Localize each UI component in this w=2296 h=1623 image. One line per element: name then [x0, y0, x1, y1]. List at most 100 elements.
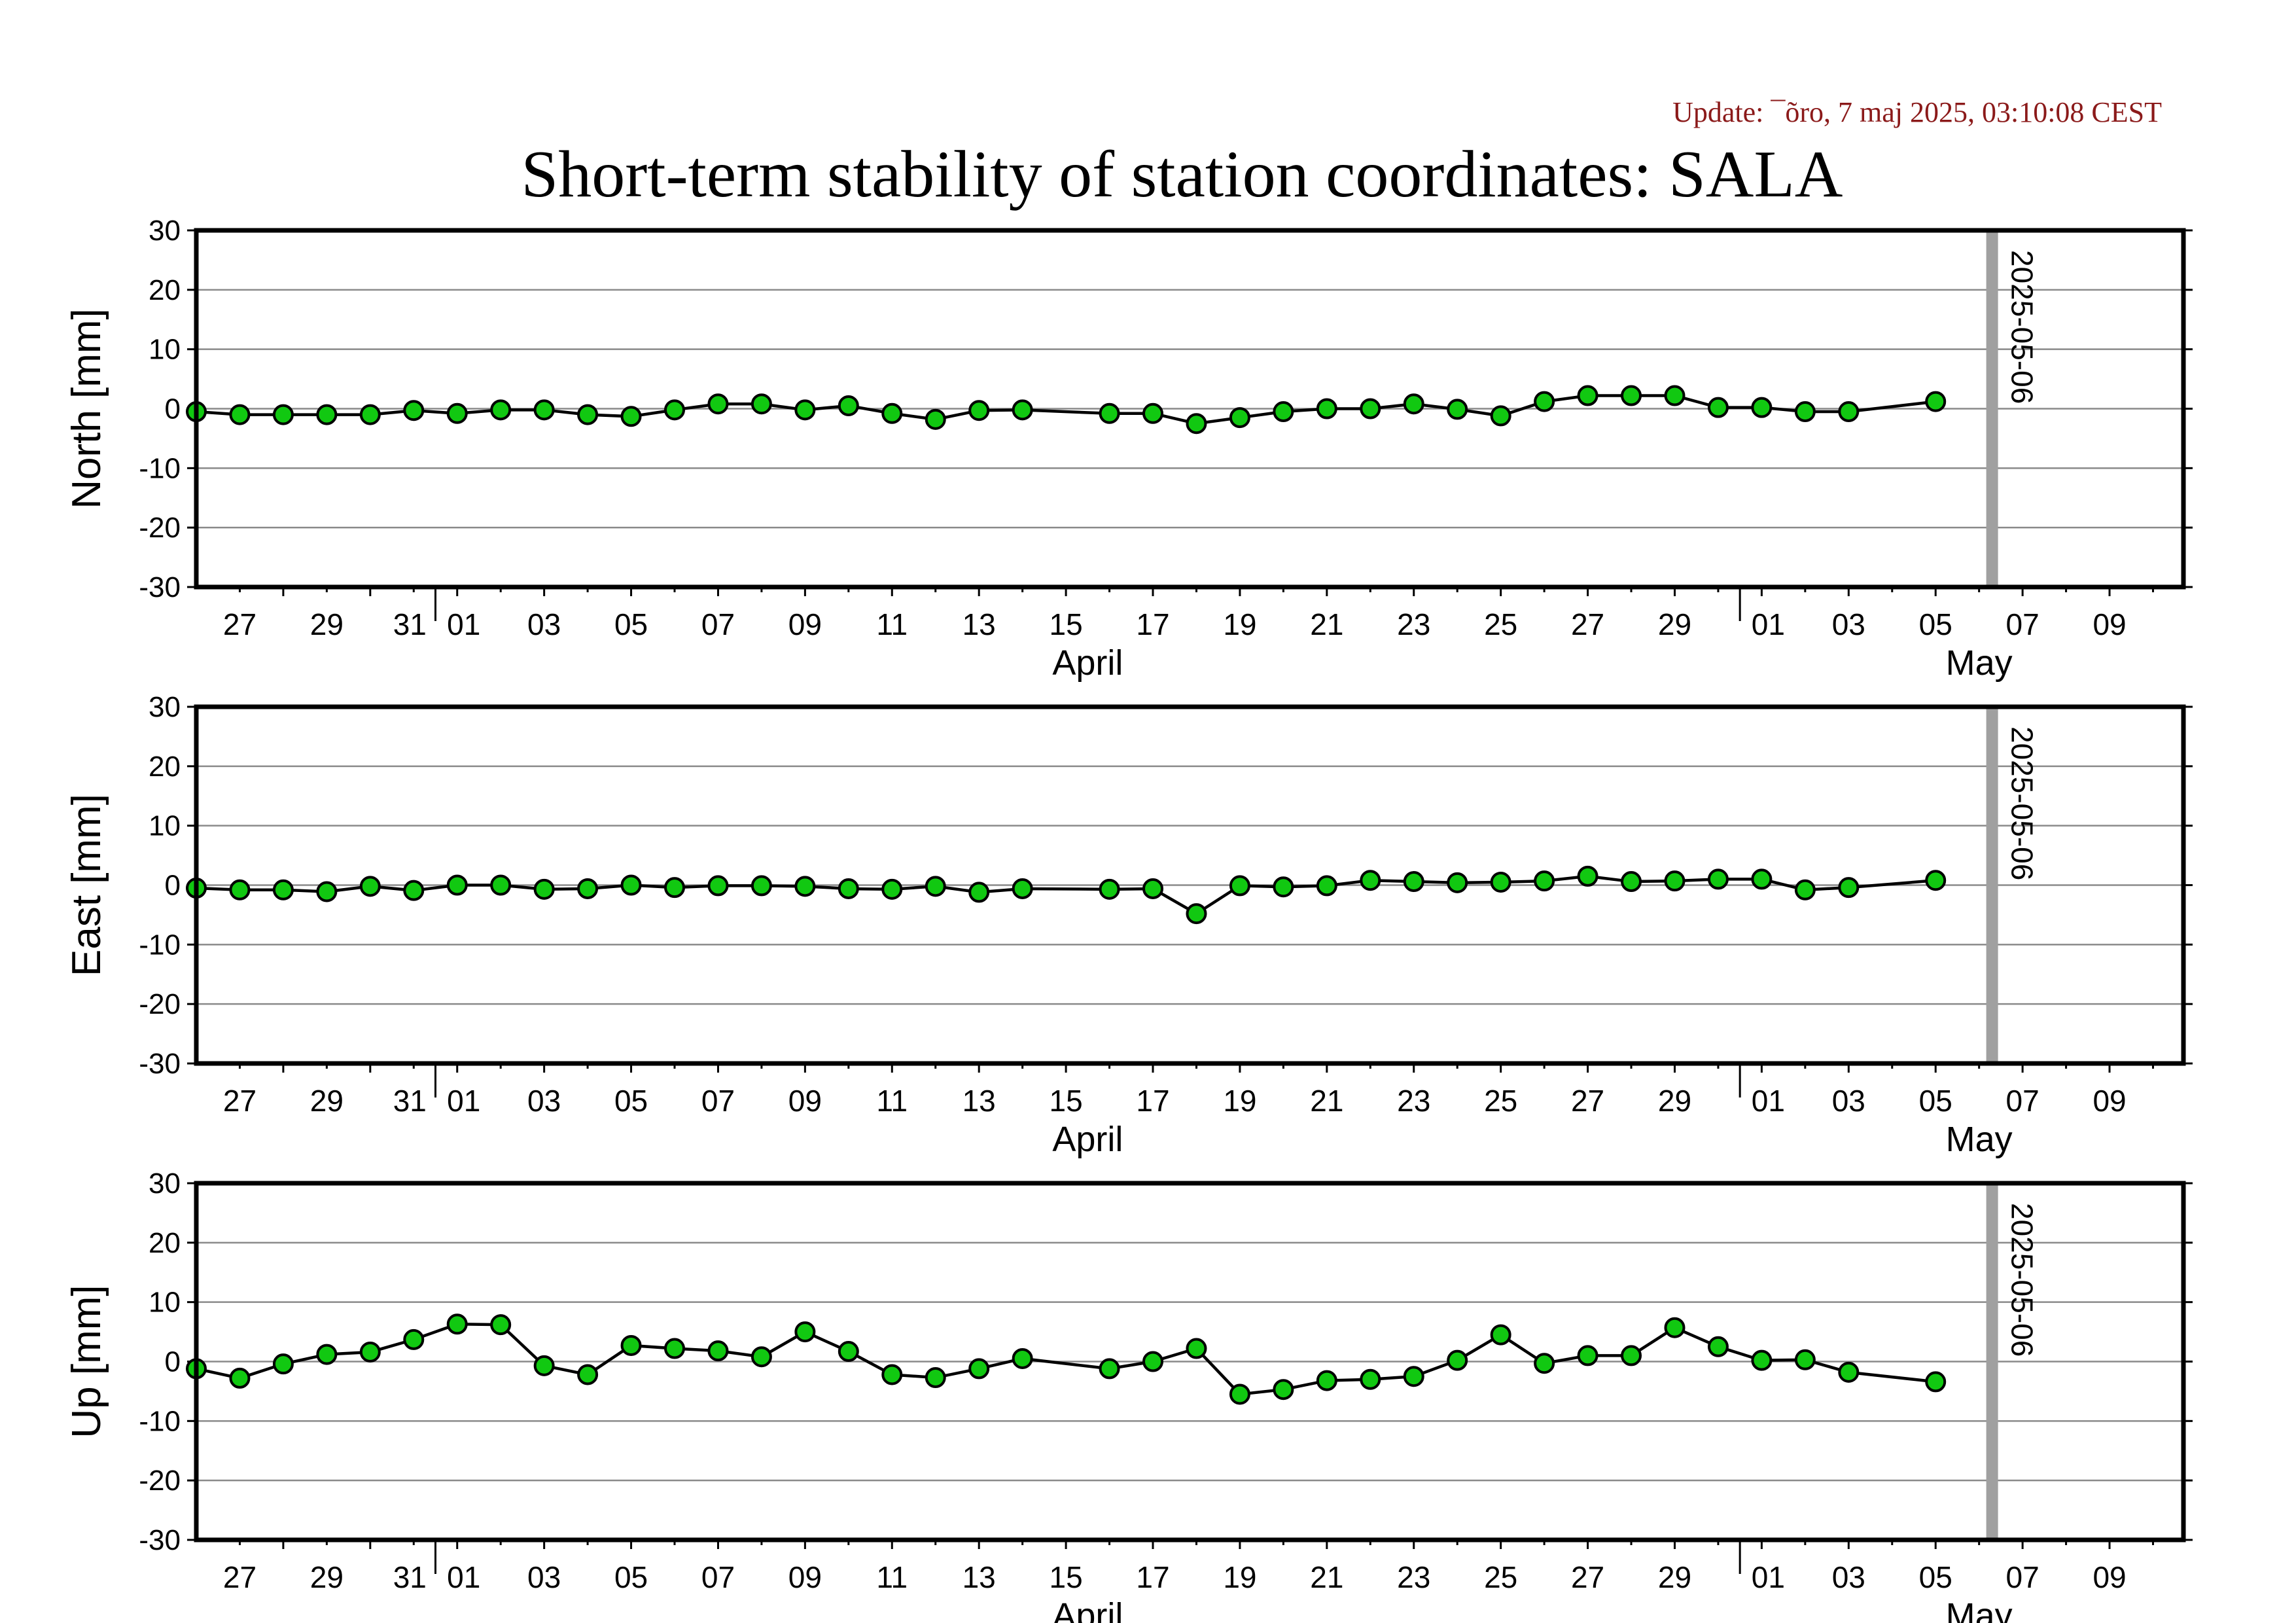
- x-tick-label: 09: [788, 607, 822, 641]
- data-point: [881, 402, 903, 424]
- x-tick-label: 01: [447, 607, 480, 641]
- x-tick-label: 19: [1223, 1560, 1256, 1594]
- month-label: April: [1052, 1596, 1123, 1623]
- data-point: [1794, 1349, 1816, 1370]
- y-tick-label: 30: [149, 1168, 181, 1200]
- x-tick-label: 07: [2006, 1084, 2040, 1118]
- x-tick-label: 09: [2093, 1084, 2126, 1118]
- data-point: [1012, 878, 1033, 899]
- data-point: [1838, 401, 1860, 423]
- data-point: [707, 1340, 729, 1362]
- data-point: [1099, 878, 1120, 900]
- x-tick-label: 09: [2093, 607, 2126, 641]
- data-point: [1534, 1353, 1555, 1374]
- data-point: [1577, 865, 1598, 887]
- data-point: [577, 878, 599, 899]
- data-point: [1664, 385, 1686, 406]
- y-tick-label: 0: [165, 1346, 181, 1378]
- data-point: [1447, 1349, 1468, 1371]
- month-label: May: [1946, 1120, 2013, 1159]
- x-tick-label: 07: [701, 607, 735, 641]
- data-point: [1707, 397, 1729, 418]
- x-tick-label: 29: [310, 607, 344, 641]
- x-tick-label: 25: [1484, 1560, 1517, 1594]
- x-tick-label: 03: [1832, 1084, 1865, 1118]
- data-point: [446, 874, 468, 896]
- data-point: [925, 1367, 946, 1389]
- y-axis-label: Up [mm]: [64, 1285, 109, 1438]
- data-point: [794, 876, 816, 897]
- data-point: [1838, 1361, 1860, 1383]
- x-tick-label: 11: [876, 1560, 908, 1594]
- y-tick-label: -10: [139, 1405, 181, 1437]
- y-axis-label: East [mm]: [64, 794, 109, 976]
- plot-frame: [194, 1181, 2186, 1543]
- x-tick-label: 21: [1310, 607, 1343, 641]
- x-tick-label: 17: [1136, 607, 1169, 641]
- date-marker-label: 2025-05-06: [2005, 726, 2040, 880]
- data-point: [1707, 868, 1729, 890]
- x-tick-label: 31: [393, 607, 427, 641]
- data-point: [1360, 398, 1381, 419]
- x-tick-label: 15: [1050, 607, 1083, 641]
- month-label: May: [1946, 1596, 2013, 1623]
- x-tick-label: 15: [1050, 1560, 1083, 1594]
- data-point: [968, 400, 990, 421]
- y-tick-label: -20: [139, 988, 181, 1020]
- y-tick-label: -30: [139, 1524, 181, 1556]
- data-point: [533, 1355, 555, 1376]
- month-label: April: [1052, 1120, 1123, 1159]
- x-tick-label: 25: [1484, 1084, 1517, 1118]
- x-tick-label: 05: [614, 1560, 648, 1594]
- data-point: [1012, 399, 1033, 421]
- data-point: [533, 399, 555, 421]
- x-tick-label: 31: [393, 1560, 427, 1594]
- update-timestamp: Update: ¯õro, 7 maj 2025, 03:10:08 CEST: [1672, 96, 2162, 128]
- x-tick-label: 07: [2006, 1560, 2040, 1594]
- data-point: [1142, 402, 1164, 424]
- x-tick-label: 29: [1658, 1084, 1691, 1118]
- y-tick-label: -30: [139, 571, 181, 603]
- x-tick-label: 01: [447, 1084, 480, 1118]
- y-tick-label: 10: [149, 1287, 181, 1319]
- date-marker-label: 2025-05-06: [2005, 250, 2040, 404]
- data-point: [403, 1329, 425, 1350]
- data-point: [968, 882, 990, 903]
- x-tick-label: 03: [527, 607, 561, 641]
- y-tick-label: 0: [165, 393, 181, 425]
- data-point: [1142, 878, 1164, 899]
- data-point: [1490, 871, 1511, 893]
- x-tick-label: 05: [1919, 1560, 1952, 1594]
- data-point: [229, 404, 251, 425]
- data-point: [272, 1353, 294, 1375]
- data-point: [1229, 875, 1250, 897]
- data-point: [1142, 1351, 1164, 1372]
- data-point: [446, 1313, 468, 1335]
- y-axis-label: North [mm]: [64, 308, 109, 509]
- x-tick-label: 09: [2093, 1560, 2126, 1594]
- data-point: [664, 877, 686, 899]
- x-tick-label: 25: [1484, 607, 1517, 641]
- x-tick-label: 09: [788, 1084, 822, 1118]
- data-point: [794, 1321, 816, 1343]
- y-tick-label: 10: [149, 334, 181, 366]
- data-point: [751, 393, 772, 415]
- y-tick-label: -10: [139, 929, 181, 961]
- data-point: [664, 1338, 686, 1359]
- y-tick-label: 20: [149, 1227, 181, 1259]
- data-point: [229, 879, 251, 901]
- x-tick-label: 01: [1752, 1560, 1785, 1594]
- data-point: [838, 878, 859, 899]
- month-label: April: [1052, 643, 1123, 683]
- x-tick-label: 05: [1919, 1084, 1952, 1118]
- data-point: [1099, 1358, 1120, 1380]
- x-tick-label: 19: [1223, 607, 1256, 641]
- data-point: [1534, 391, 1555, 412]
- data-point: [1186, 413, 1207, 435]
- data-point: [1490, 405, 1511, 427]
- data-point: [838, 1341, 859, 1363]
- y-tick-label: 20: [149, 274, 181, 306]
- data-point: [359, 404, 381, 425]
- data-point: [1621, 385, 1642, 406]
